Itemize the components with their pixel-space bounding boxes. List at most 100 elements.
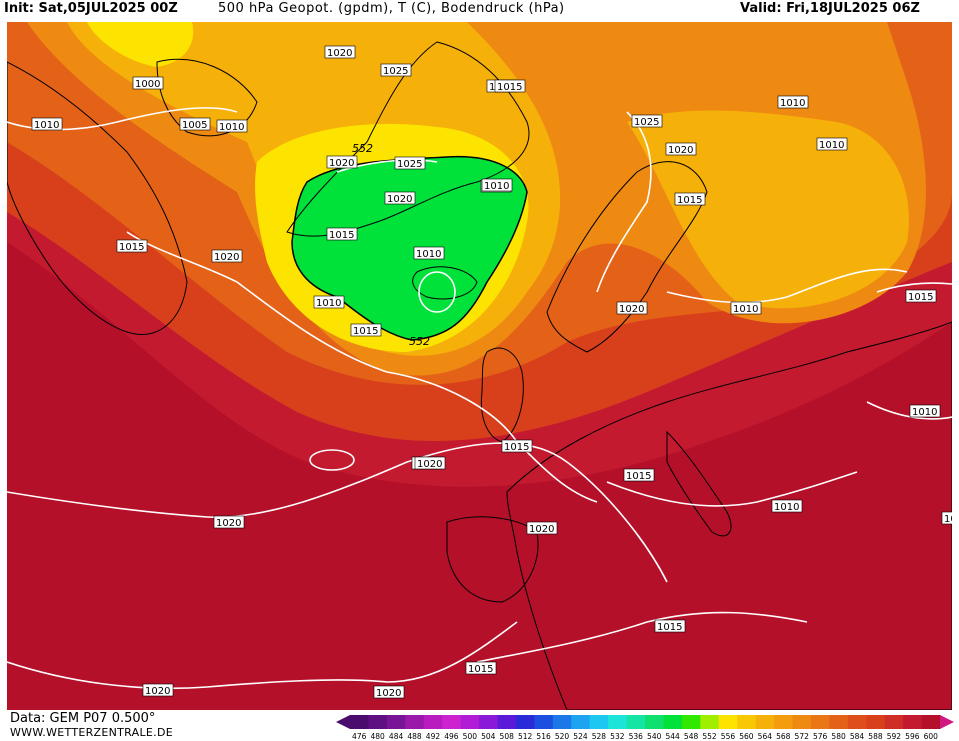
isobar-label: 1005 bbox=[179, 117, 211, 131]
colorbar-tick-label: 480 bbox=[370, 732, 385, 741]
isobar-1015-south bbox=[476, 611, 808, 663]
svg-text:1020: 1020 bbox=[376, 688, 401, 699]
isobar-1010-east bbox=[666, 268, 908, 304]
isobar-label: 1015 bbox=[326, 227, 358, 241]
isobar-label: 1010 bbox=[413, 246, 445, 260]
colorbar-swatch bbox=[608, 715, 628, 729]
isobar-label: 1010 bbox=[481, 178, 513, 192]
svg-text:1015: 1015 bbox=[657, 622, 682, 633]
svg-text:10: 10 bbox=[944, 514, 952, 525]
isobar-1015-mediterranean bbox=[606, 471, 858, 507]
colorbar-tick-label: 488 bbox=[407, 732, 422, 741]
field-amber-east bbox=[627, 110, 909, 309]
valid-time: Valid: Fri,18JUL2025 06Z bbox=[740, 1, 920, 16]
colorbar-swatch bbox=[460, 715, 480, 729]
svg-text:1015: 1015 bbox=[119, 242, 144, 253]
colorbar-tick-label: 548 bbox=[684, 732, 699, 741]
isobar-label: 1015 bbox=[501, 439, 533, 453]
colorbar-tick-label: 532 bbox=[610, 732, 625, 741]
colorbar-tick-label: 524 bbox=[573, 732, 588, 741]
isobar-label: 1010 bbox=[216, 119, 248, 133]
isobar-label: 1020 bbox=[665, 142, 697, 156]
svg-text:1010: 1010 bbox=[219, 122, 244, 133]
colorbar-tick-label: 560 bbox=[739, 732, 754, 741]
colorbar-left-arrow bbox=[336, 715, 350, 729]
colorbar-swatch bbox=[792, 715, 812, 729]
field-green bbox=[291, 155, 528, 341]
colorbar-tick-label: 508 bbox=[500, 732, 515, 741]
svg-text:1010: 1010 bbox=[416, 249, 441, 260]
isobar-ring-atlantic bbox=[309, 449, 355, 471]
isobar-1015-east bbox=[876, 282, 952, 293]
colorbar-tick-label: 500 bbox=[463, 732, 478, 741]
map-footer: Data: GEM P07 0.500° WWW.WETTERZENTRALE.… bbox=[0, 710, 959, 741]
colorbar-tick-label: 504 bbox=[481, 732, 496, 741]
isobar-label: 1015 bbox=[350, 323, 382, 337]
isobar-label: 1025 bbox=[631, 114, 663, 128]
colorbar-swatch bbox=[645, 715, 664, 729]
map-header: Init: Sat,05JUL2025 00Z 500 hPa Geopot. … bbox=[0, 0, 959, 22]
data-source: Data: GEM P07 0.500° bbox=[10, 711, 156, 726]
isobar-label: 1020 bbox=[616, 301, 648, 315]
isobar-label: 1010 bbox=[816, 137, 848, 151]
svg-text:1015: 1015 bbox=[329, 230, 354, 241]
svg-text:1015: 1015 bbox=[908, 292, 933, 303]
colorbar-swatch bbox=[903, 715, 923, 729]
coast-scandinavia bbox=[546, 161, 708, 353]
colorbar-swatch bbox=[552, 715, 572, 729]
isobar-label: 10 bbox=[941, 511, 952, 525]
svg-text:1010: 1010 bbox=[912, 407, 937, 418]
colorbar-tick-label: 536 bbox=[629, 732, 644, 741]
colorbar-swatch bbox=[405, 715, 425, 729]
colorbar-swatch bbox=[847, 715, 867, 729]
svg-text:1010: 1010 bbox=[774, 502, 799, 513]
isobar-label: 1020 bbox=[526, 521, 558, 535]
isobar-label: 1020 bbox=[326, 155, 358, 169]
colorbar-tick-label: 496 bbox=[444, 732, 459, 741]
svg-text:1015: 1015 bbox=[626, 471, 651, 482]
svg-text:1010: 1010 bbox=[733, 304, 758, 315]
coast-europe bbox=[506, 321, 952, 710]
colorbar-swatch bbox=[479, 715, 498, 729]
svg-text:1015: 1015 bbox=[497, 82, 522, 93]
svg-text:1010: 1010 bbox=[819, 140, 844, 151]
isobar-label: 1000 bbox=[132, 76, 164, 90]
colorbar-tick-label: 600 bbox=[924, 732, 939, 741]
isobar-label: 1015 bbox=[654, 619, 686, 633]
colorbar-swatch bbox=[921, 715, 941, 729]
svg-text:1020: 1020 bbox=[329, 158, 354, 169]
colorbar-tick-label: 540 bbox=[647, 732, 662, 741]
isobar-label: 1015 bbox=[494, 79, 526, 93]
isobar-label: 1015 bbox=[116, 239, 148, 253]
isobar-1015-ridge bbox=[126, 231, 598, 503]
colorbar-swatch bbox=[386, 715, 406, 729]
colorbar-swatch bbox=[626, 715, 646, 729]
colorbar-swatch bbox=[663, 715, 683, 729]
coast-iceland bbox=[412, 266, 478, 300]
map-title: 500 hPa Geopot. (gpdm), T (C), Bodendruc… bbox=[218, 1, 565, 16]
isobar-label: 1010 bbox=[771, 499, 803, 513]
colorbar-swatch bbox=[774, 715, 793, 729]
svg-text:1020: 1020 bbox=[529, 524, 554, 535]
init-time: Init: Sat,05JUL2025 00Z bbox=[4, 1, 178, 16]
svg-text:1020: 1020 bbox=[619, 304, 644, 315]
svg-text:1010: 1010 bbox=[484, 181, 509, 192]
colorbar-swatch bbox=[700, 715, 720, 729]
colorbar-swatch bbox=[350, 715, 369, 729]
isobar-label: 1015 bbox=[623, 468, 655, 482]
colorbar-tick-label: 572 bbox=[795, 732, 810, 741]
colorbar-swatch bbox=[755, 715, 775, 729]
svg-text:1015: 1015 bbox=[504, 442, 529, 453]
geopotential-label: 552 bbox=[352, 142, 373, 155]
colorbar-swatch bbox=[497, 715, 517, 729]
colorbar-tick-label: 596 bbox=[905, 732, 920, 741]
isobar-label: 1010 bbox=[313, 295, 345, 309]
colorbar-tick-label: 516 bbox=[536, 732, 551, 741]
colorbar-tick-label: 484 bbox=[389, 732, 404, 741]
svg-text:1020: 1020 bbox=[214, 252, 239, 263]
svg-text:1015: 1015 bbox=[677, 195, 702, 206]
colorbar-swatch bbox=[866, 715, 886, 729]
colorbar-tick-label: 528 bbox=[592, 732, 607, 741]
field-yellow-nw bbox=[87, 22, 194, 67]
svg-text:1025: 1025 bbox=[634, 117, 659, 128]
